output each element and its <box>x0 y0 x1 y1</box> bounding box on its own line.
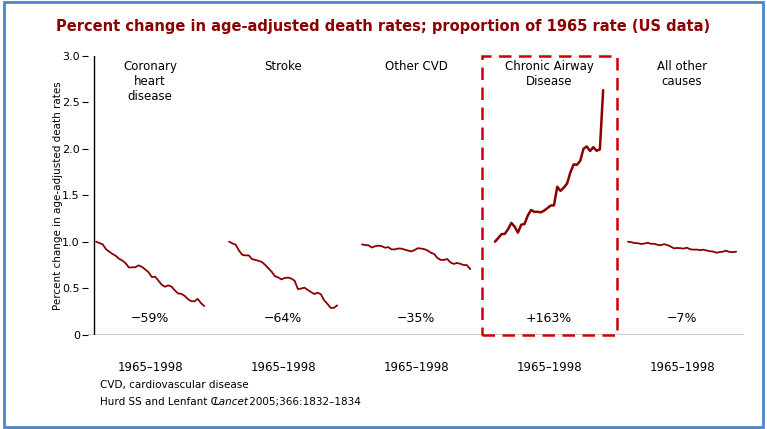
Text: +163%: +163% <box>526 312 572 325</box>
Text: Percent change in age-adjusted death rates; proportion of 1965 rate (US data): Percent change in age-adjusted death rat… <box>57 19 710 34</box>
Text: 1965–1998: 1965–1998 <box>516 361 582 374</box>
Text: Chronic Airway
Disease: Chronic Airway Disease <box>505 60 594 88</box>
Text: −59%: −59% <box>131 312 170 325</box>
Text: 1965–1998: 1965–1998 <box>384 361 449 374</box>
Text: Stroke: Stroke <box>265 60 302 73</box>
Text: Lancet: Lancet <box>213 397 249 407</box>
Text: 1965–1998: 1965–1998 <box>250 361 316 374</box>
Text: Hurd SS and Lenfant C: Hurd SS and Lenfant C <box>100 397 221 407</box>
Text: Coronary
heart
disease: Coronary heart disease <box>123 60 177 103</box>
Text: 1965–1998: 1965–1998 <box>117 361 183 374</box>
Text: Other CVD: Other CVD <box>385 60 447 73</box>
Y-axis label: Percent change in age-adjusted death rates: Percent change in age-adjusted death rat… <box>53 81 63 310</box>
Text: All other
causes: All other causes <box>657 60 707 88</box>
Text: 2005;366:1832–1834: 2005;366:1832–1834 <box>246 397 361 407</box>
Text: −64%: −64% <box>264 312 302 325</box>
Text: −35%: −35% <box>397 312 436 325</box>
Text: 1965–1998: 1965–1998 <box>649 361 715 374</box>
Text: CVD, cardiovascular disease: CVD, cardiovascular disease <box>100 380 249 390</box>
Text: −7%: −7% <box>667 312 697 325</box>
